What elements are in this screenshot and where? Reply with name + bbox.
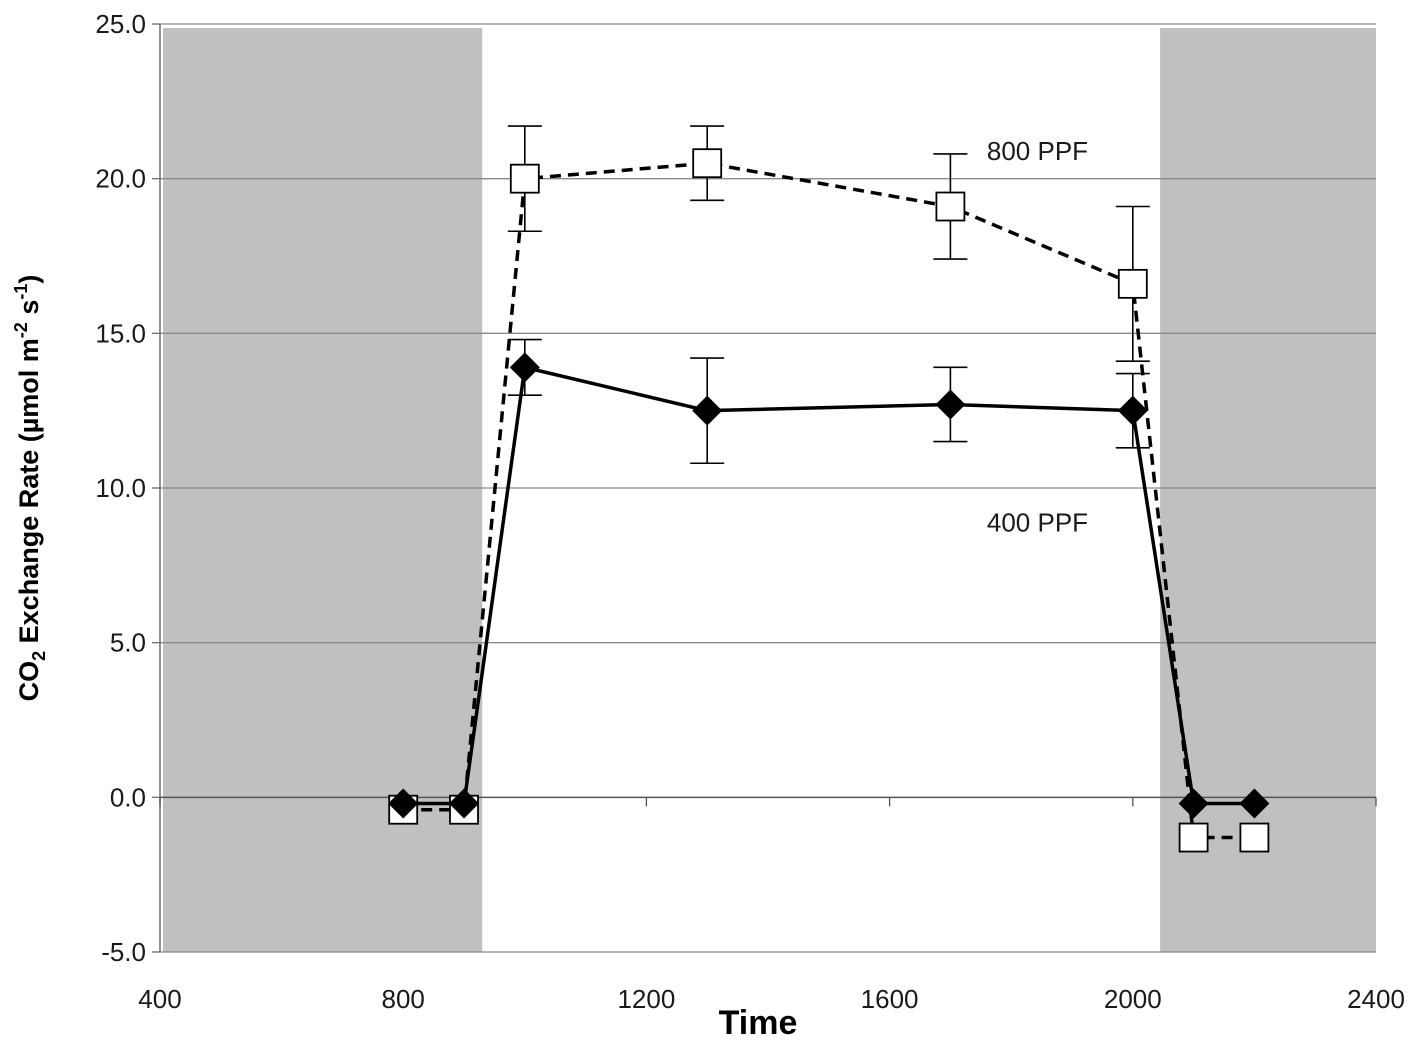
series-annotation: 400 PPF [987, 507, 1088, 537]
data-point [692, 148, 723, 179]
y-axis-title-part: ) [14, 275, 44, 284]
x-axis-title: Time [719, 1004, 798, 1042]
y-axis-title: CO2 Exchange Rate (µmol m-2 s-1) [11, 275, 49, 702]
x-tick-label: 400 [138, 984, 181, 1014]
y-tick-label: 25.0 [95, 9, 146, 39]
series-open-square [388, 125, 1270, 853]
y-tick-label: -5.0 [101, 937, 146, 967]
y-axis-title-part: s [14, 300, 44, 323]
series-filled-diamond [388, 338, 1270, 819]
y-axis-title-part: CO [14, 661, 44, 702]
y-axis-title-part: 2 [29, 651, 49, 661]
y-axis-title-part: -1 [11, 284, 31, 300]
data-point [692, 395, 723, 426]
data-point [388, 788, 419, 819]
data-point [449, 788, 479, 819]
data-point [1239, 788, 1270, 819]
y-tick-label: 10.0 [95, 473, 146, 503]
y-tick-label: 0.0 [110, 782, 146, 812]
data-point [1239, 822, 1270, 853]
series-line [403, 365, 1255, 806]
x-tick-label: 800 [382, 984, 425, 1014]
dark-period-0 [163, 28, 483, 952]
x-tick-label: 2400 [1347, 984, 1405, 1014]
series-annotation: 800 PPF [987, 136, 1088, 166]
series-line [403, 161, 1255, 840]
x-tick-label: 1200 [617, 984, 675, 1014]
y-axis-title-part: Exchange Rate (µmol m [14, 338, 44, 651]
y-axis-title-part: -2 [11, 322, 31, 338]
data-point [935, 389, 966, 420]
y-tick-label: 20.0 [95, 164, 146, 194]
data-point [509, 352, 540, 383]
data-point [1117, 268, 1148, 299]
data-point [1117, 395, 1148, 426]
y-tick-label: 15.0 [95, 318, 146, 348]
data-point [935, 191, 966, 222]
data-point [1178, 788, 1209, 819]
x-tick-label: 1600 [861, 984, 919, 1014]
y-tick-label: 5.0 [110, 628, 146, 658]
data-point [1178, 822, 1209, 853]
data-point [509, 163, 540, 194]
x-tick-label: 2000 [1104, 984, 1162, 1014]
